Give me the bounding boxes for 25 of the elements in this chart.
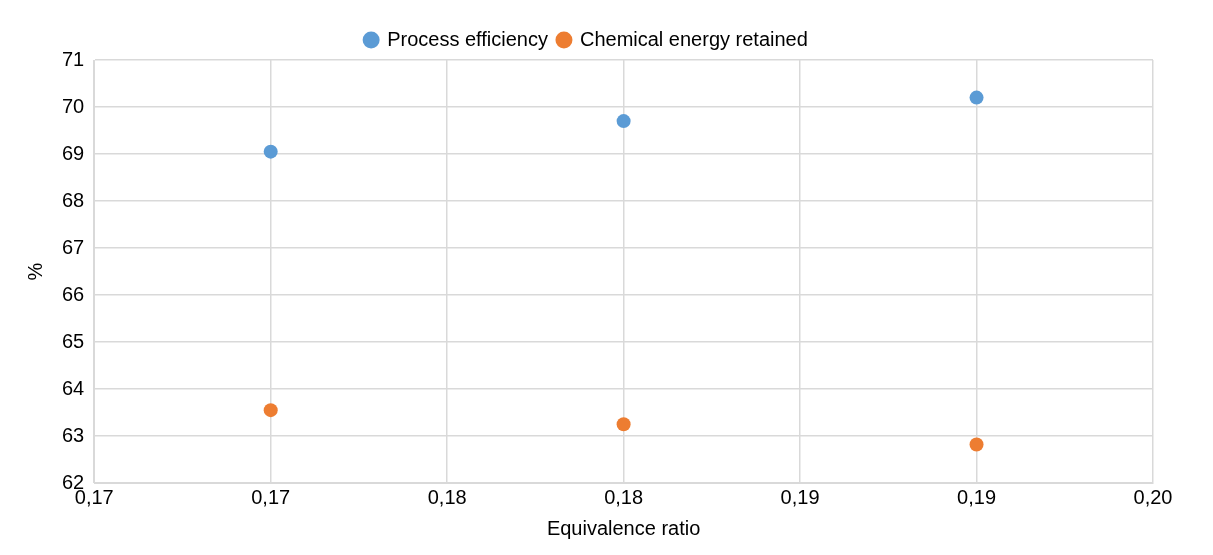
point <box>616 417 631 432</box>
x-tick-label: 0,17 <box>251 485 291 508</box>
y-tick-label: 66 <box>62 282 85 305</box>
x-axis-title: Equivalence ratio <box>546 516 701 539</box>
x-tick-label: 0,19 <box>957 485 997 508</box>
point <box>616 114 631 129</box>
y-tick-label: 68 <box>62 188 85 211</box>
y-tick-label: 63 <box>62 423 85 446</box>
point <box>263 403 278 418</box>
y-tick-label: 67 <box>62 235 85 258</box>
legend-label: Process efficiency <box>387 27 548 50</box>
y-tick-label: 71 <box>62 47 85 70</box>
y-tick-label: 64 <box>62 376 85 399</box>
legend-label: Chemical energy retained <box>579 27 808 50</box>
y-axis-title: % <box>23 262 46 281</box>
y-tick-label: 65 <box>62 329 85 352</box>
point <box>969 437 984 452</box>
y-tick-label: 69 <box>62 141 85 164</box>
x-tick-label: 0,20 <box>1133 485 1173 508</box>
y-tick-label: 70 <box>62 94 85 117</box>
x-tick-label: 0,18 <box>604 485 644 508</box>
x-tick-label: 0,19 <box>780 485 820 508</box>
point <box>969 90 984 105</box>
point <box>263 144 278 159</box>
x-tick-label: 0,18 <box>427 485 467 508</box>
